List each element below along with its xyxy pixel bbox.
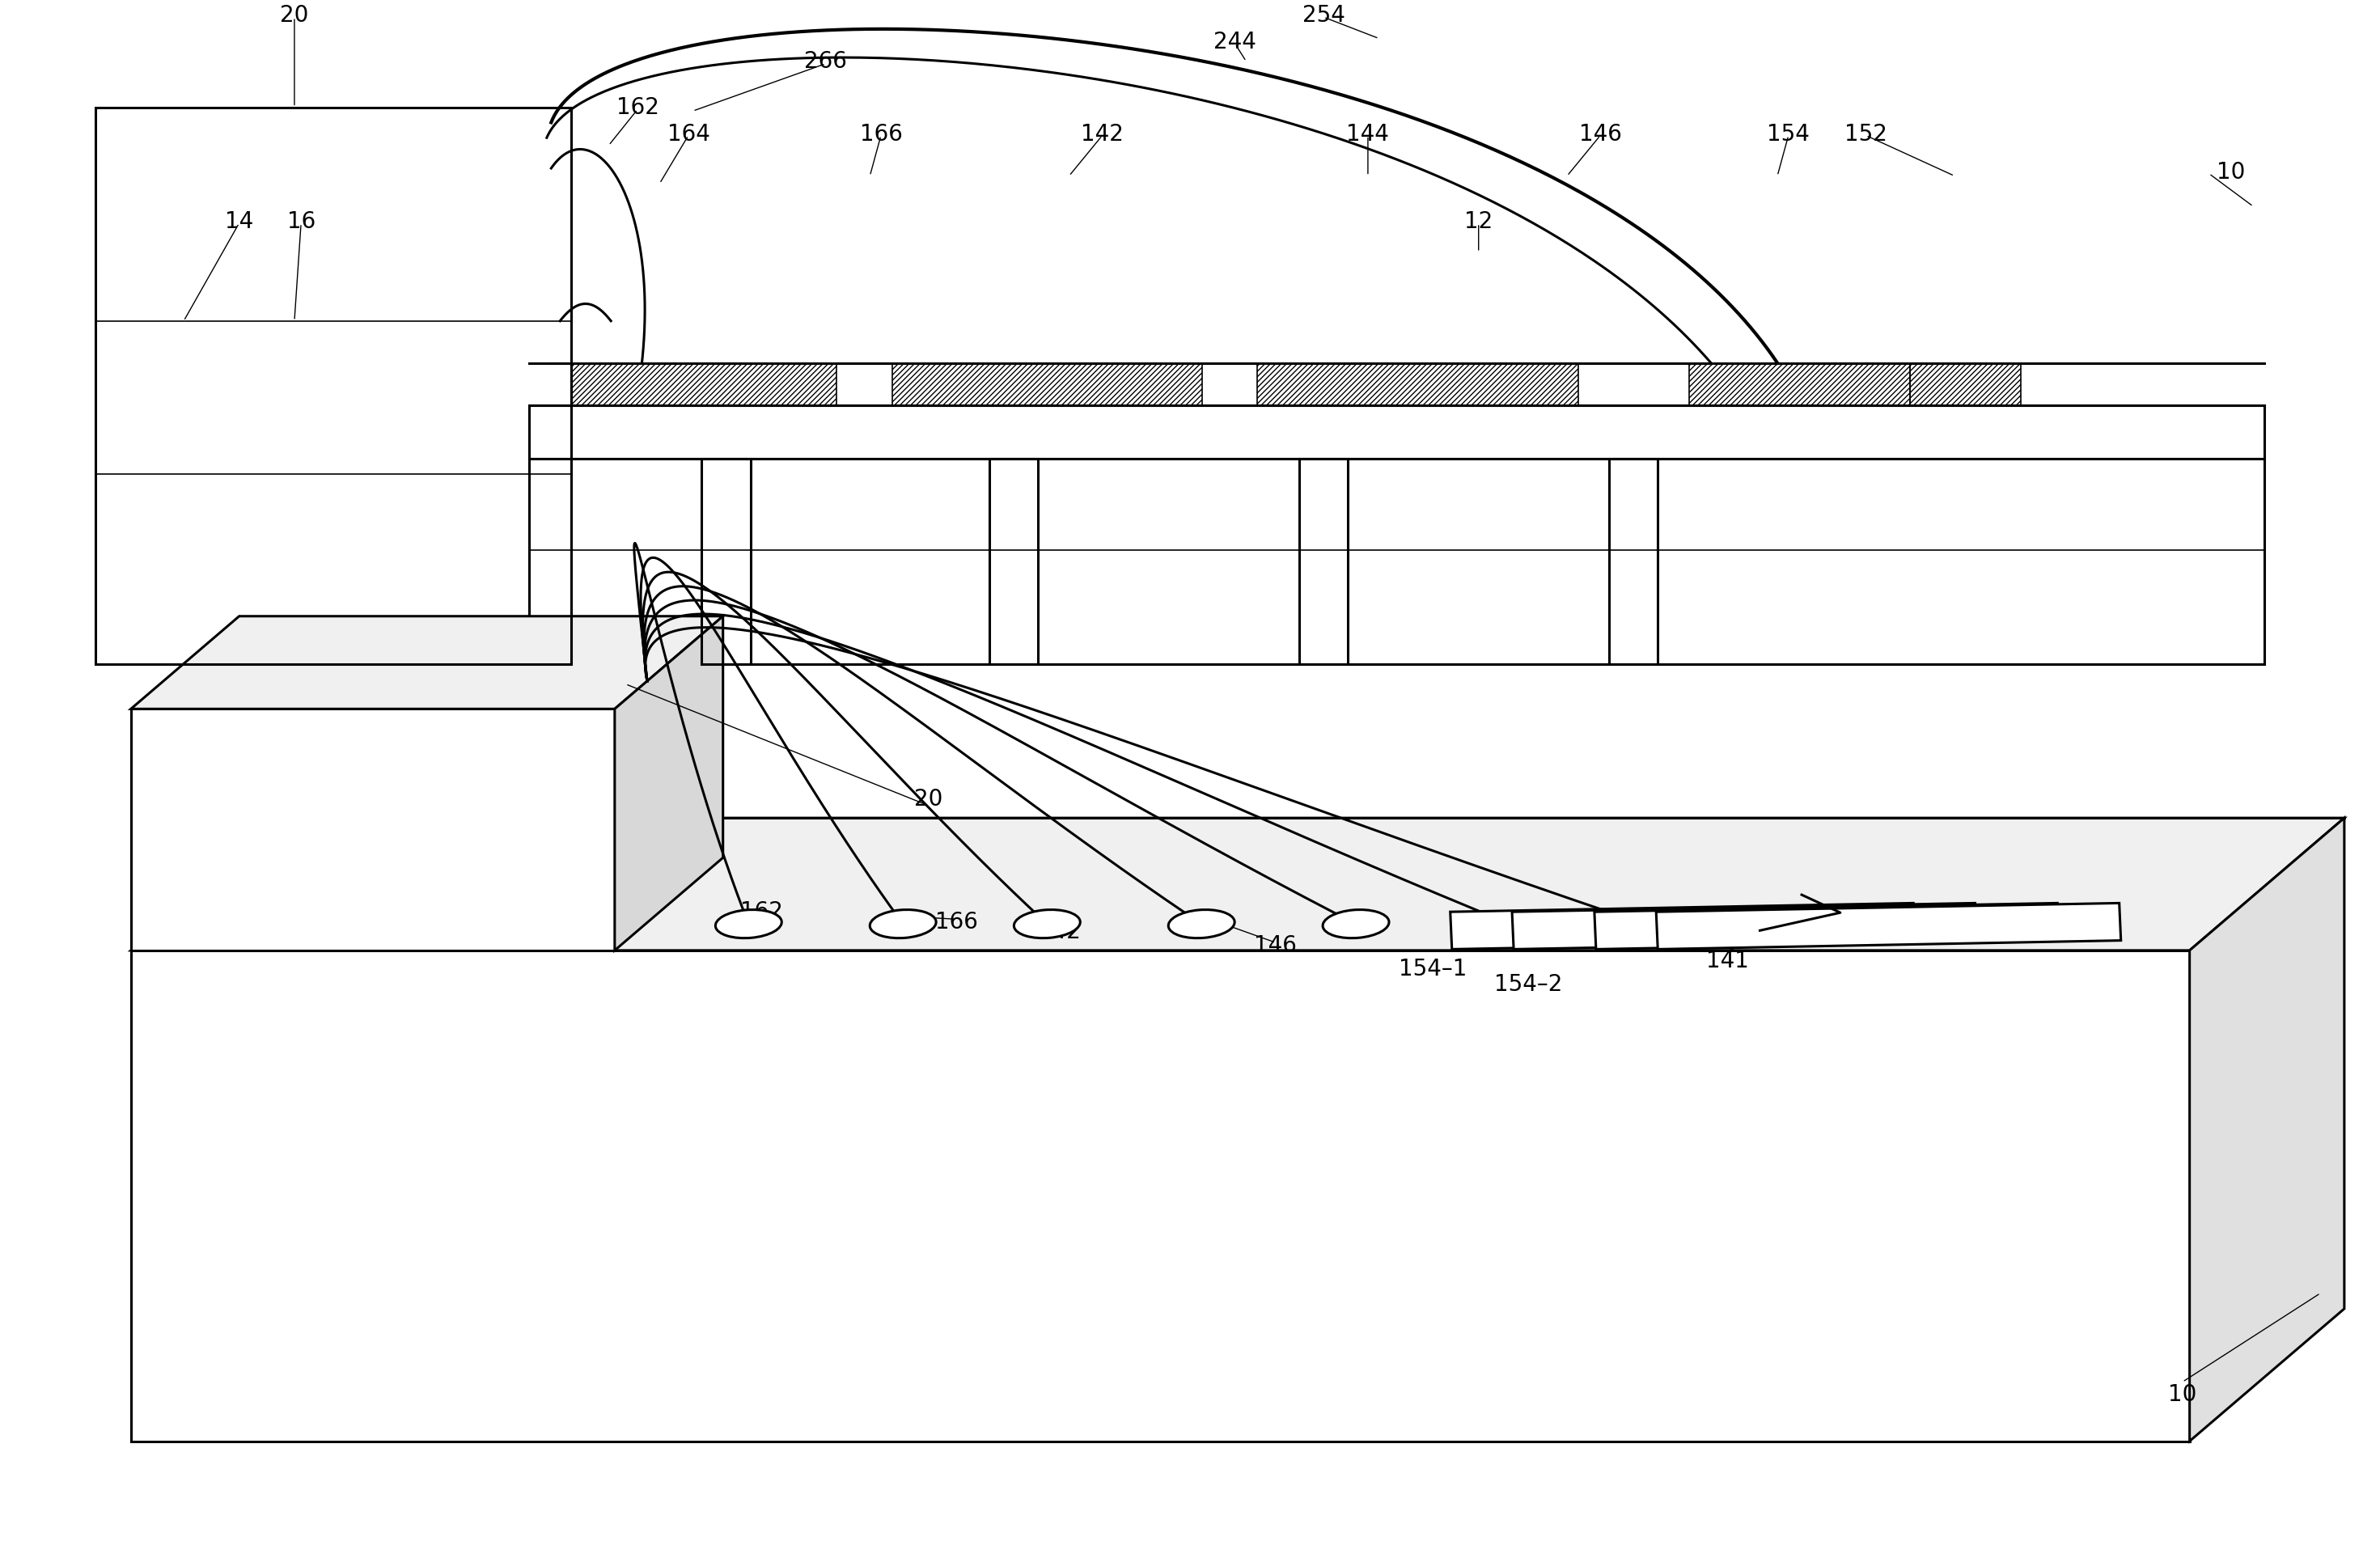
Text: 266: 266 [804,50,847,73]
Polygon shape [1511,904,1978,949]
Polygon shape [131,950,2190,1441]
Polygon shape [1595,904,2059,949]
Ellipse shape [1323,910,1390,938]
Text: 141: 141 [1706,950,1749,972]
Text: 154: 154 [1766,123,1809,145]
Text: 146: 146 [1254,935,1297,957]
Text: 144: 144 [1347,123,1390,145]
Ellipse shape [1014,910,1081,938]
Bar [1257,363,1578,405]
Text: 152: 152 [1844,123,1887,145]
Polygon shape [131,709,614,950]
Text: 10: 10 [2216,160,2244,184]
Text: 254: 254 [1302,5,1345,26]
Bar [1690,363,1911,405]
Text: 162: 162 [740,901,783,922]
Text: 162: 162 [616,97,659,118]
Text: 166: 166 [935,911,978,933]
Text: 16: 16 [286,210,314,234]
Bar [571,363,838,405]
Text: 12: 12 [1464,210,1492,234]
Ellipse shape [1169,910,1235,938]
Polygon shape [1449,904,1916,949]
Text: 14: 14 [224,210,252,234]
Text: 146: 146 [1578,123,1621,145]
Text: 10: 10 [2168,1384,2197,1405]
Polygon shape [1656,904,2121,949]
Text: 244: 244 [1214,31,1257,53]
Bar [1911,363,2021,405]
Ellipse shape [716,910,781,938]
Polygon shape [131,615,724,709]
Text: 142: 142 [1081,123,1123,145]
Text: 20: 20 [281,5,309,26]
Text: 166: 166 [859,123,902,145]
Ellipse shape [869,910,935,938]
Bar [892,363,1202,405]
Polygon shape [614,615,724,950]
Text: 20: 20 [914,788,942,810]
Text: 164: 164 [666,123,709,145]
Text: 154–2: 154–2 [1495,974,1561,996]
Polygon shape [131,818,2344,950]
Text: 142: 142 [1038,921,1081,943]
Polygon shape [2190,818,2344,1441]
Text: 154–1: 154–1 [1399,958,1466,980]
